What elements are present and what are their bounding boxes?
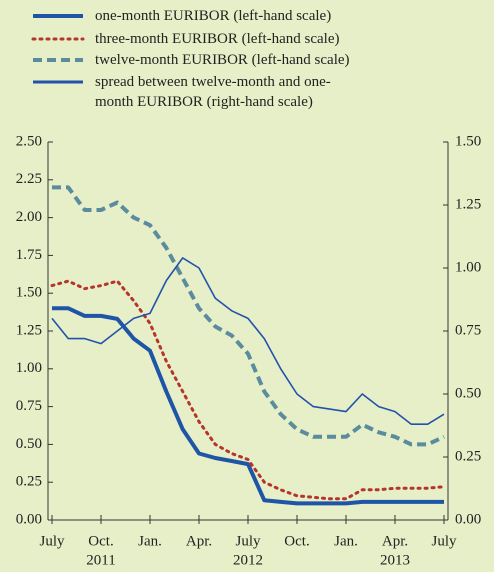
y-tick-label: 2.25 bbox=[16, 171, 42, 187]
x-tick-label: Apr. bbox=[382, 533, 408, 549]
y2-tick-label: 0.25 bbox=[455, 448, 481, 464]
y-tick-label: 1.25 bbox=[16, 322, 42, 338]
y-tick-label: 0.00 bbox=[16, 511, 42, 527]
y2-tick-label: 1.50 bbox=[455, 133, 481, 149]
series-line bbox=[52, 185, 445, 447]
y2-tick-label: 1.00 bbox=[455, 259, 481, 275]
y2-tick-label: 1.25 bbox=[455, 196, 481, 212]
y-tick-label: 1.75 bbox=[16, 247, 42, 263]
y-tick-label: 2.00 bbox=[16, 209, 42, 225]
y2-tick-label: 0.50 bbox=[455, 385, 481, 401]
y-tick-label: 1.00 bbox=[16, 360, 42, 376]
y-tick-label: 0.50 bbox=[16, 436, 42, 452]
x-year-label: 2011 bbox=[86, 552, 115, 568]
series-line bbox=[50, 279, 446, 501]
x-year-label: 2013 bbox=[380, 552, 410, 568]
x-tick-label: July bbox=[431, 533, 457, 549]
x-tick-label: Oct. bbox=[88, 533, 113, 549]
y-tick-label: 2.50 bbox=[16, 133, 42, 149]
series-line bbox=[51, 257, 445, 425]
x-tick-label: July bbox=[235, 533, 261, 549]
y-tick-label: 1.50 bbox=[16, 285, 42, 301]
legend-label: three-month EURIBOR (left-hand scale) bbox=[95, 31, 340, 47]
y2-tick-label: 0.75 bbox=[455, 322, 481, 338]
legend-label: twelve-month EURIBOR (left-hand scale) bbox=[95, 52, 350, 68]
y2-tick-label: 0.00 bbox=[455, 511, 481, 527]
series-line bbox=[52, 306, 444, 506]
legend-label: spread between twelve-month and one-mont… bbox=[95, 74, 331, 110]
x-tick-label: Oct. bbox=[284, 533, 309, 549]
legend-label: one-month EURIBOR (left-hand scale) bbox=[95, 8, 332, 24]
y-tick-label: 0.25 bbox=[16, 474, 42, 490]
x-tick-label: Apr. bbox=[186, 533, 212, 549]
x-tick-label: July bbox=[39, 533, 65, 549]
x-tick-label: Jan. bbox=[334, 533, 358, 549]
y-tick-label: 0.75 bbox=[16, 398, 42, 414]
x-year-label: 2012 bbox=[233, 552, 263, 568]
x-tick-label: Jan. bbox=[138, 533, 162, 549]
